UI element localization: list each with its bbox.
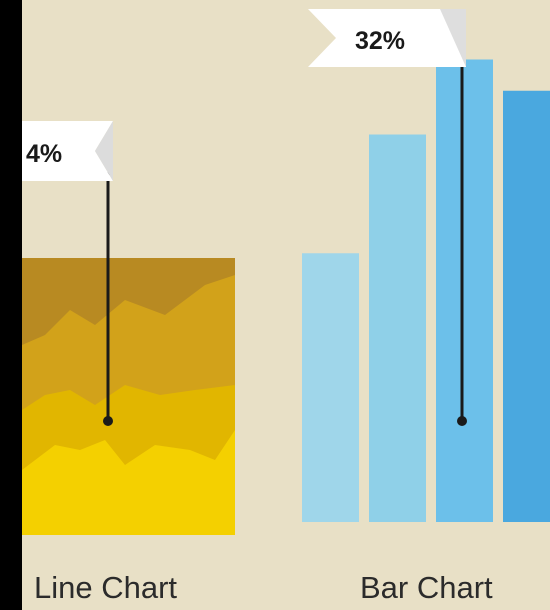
bar-callout-label: 32% — [355, 27, 405, 55]
left-dark-edge — [0, 0, 22, 610]
bar-callout-dot — [457, 416, 467, 426]
bar-chart-caption: Bar Chart — [360, 570, 493, 605]
area-chart — [22, 258, 235, 535]
area-layer-bottom — [22, 430, 235, 535]
bar-4 — [503, 90, 550, 522]
bar-3 — [436, 59, 493, 522]
area-callout-flag-fold — [95, 121, 113, 181]
bar-callout: 32% — [308, 9, 467, 426]
bar-2 — [369, 134, 426, 522]
area-callout-flag — [22, 121, 113, 181]
area-callout: 4% — [22, 121, 113, 426]
bar-chart — [302, 59, 550, 522]
bar-callout-flag — [308, 9, 466, 67]
area-callout-label: 4% — [26, 140, 62, 168]
bar-1 — [302, 253, 359, 522]
area-callout-dot — [103, 416, 113, 426]
area-chart-caption: Line Chart — [34, 570, 178, 605]
bar-callout-flag-fold — [440, 9, 466, 67]
